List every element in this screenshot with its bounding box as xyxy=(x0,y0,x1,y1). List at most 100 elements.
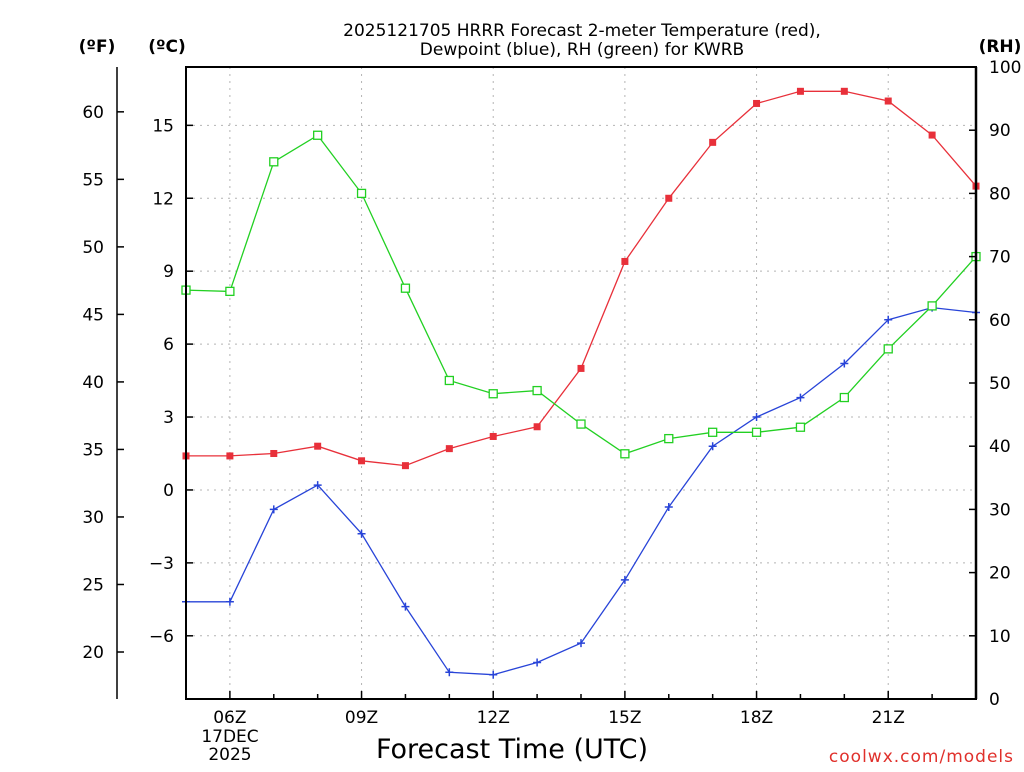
temperature-point-19 xyxy=(796,87,804,95)
rh-unit-label: (RH) xyxy=(979,37,1022,57)
dewpoint-point-17 xyxy=(708,442,717,451)
date-label-day: 17DEC xyxy=(201,727,258,747)
rh-point-10 xyxy=(400,283,411,293)
rh-tick-label: 10 xyxy=(989,627,1011,647)
rh-tick-label: 60 xyxy=(989,311,1011,331)
temperature-point-15 xyxy=(621,257,629,265)
celsius-tick-label: 0 xyxy=(163,481,174,501)
temperature-point-18 xyxy=(753,99,761,107)
rh-tick-label: 80 xyxy=(989,184,1011,204)
dewpoint-point-18 xyxy=(752,413,761,422)
rh-point-21 xyxy=(883,344,893,354)
celsius-tick-label: 6 xyxy=(163,335,174,355)
rh-point-9 xyxy=(356,188,367,199)
grid-lines xyxy=(186,67,976,699)
temperature-point-10 xyxy=(401,462,409,470)
temperature-point-11 xyxy=(445,445,453,453)
rh-tick-label: 100 xyxy=(989,58,1021,78)
dewpoint-point-6 xyxy=(225,597,234,606)
rh-tick-label: 30 xyxy=(989,500,1011,520)
time-tick-label-06Z: 06Z xyxy=(213,708,246,728)
celsius-tick-label: −6 xyxy=(149,627,174,647)
fahrenheit-tick-label: 55 xyxy=(82,170,104,190)
celsius-tick-label: 12 xyxy=(152,189,174,209)
dewpoint-point-15 xyxy=(620,575,629,584)
time-tick-label-21Z: 21Z xyxy=(872,708,905,728)
dewpoint-point-13 xyxy=(533,658,542,667)
series-dewpoint xyxy=(182,303,980,679)
dewpoint-point-11 xyxy=(445,668,454,677)
rh-point-11 xyxy=(444,375,454,386)
celsius-unit-label: (ºC) xyxy=(148,37,186,57)
dewpoint-point-14 xyxy=(577,639,585,648)
rh-point-7 xyxy=(269,157,279,167)
rh-point-19 xyxy=(795,422,806,432)
fahrenheit-tick-label: 40 xyxy=(82,373,104,393)
celsius-tick-label: −3 xyxy=(149,554,174,574)
time-axis: 06Z 09Z 12Z 15Z 18Z 21Z xyxy=(213,691,933,728)
fahrenheit-unit-label: (ºF) xyxy=(79,37,116,57)
dewpoint-point-12 xyxy=(489,670,498,679)
temperature-point-20 xyxy=(840,87,848,95)
time-tick-label-12Z: 12Z xyxy=(477,708,510,728)
rh-point-18 xyxy=(751,427,762,437)
dewpoint-point-16 xyxy=(664,502,673,511)
dewpoint-point-20 xyxy=(840,359,849,368)
rh-point-22 xyxy=(927,301,937,311)
celsius-axis: −6 −3 0 3 6 9 12 15 xyxy=(149,116,193,647)
date-label-year: 2025 xyxy=(208,745,251,765)
celsius-tick-label: 15 xyxy=(152,116,174,136)
x-axis-title: Forecast Time (UTC) xyxy=(376,734,648,765)
time-tick-label-18Z: 18Z xyxy=(740,708,773,728)
dewpoint-point-10 xyxy=(401,602,410,611)
chart-title-line2: Dewpoint (blue), RH (green) for KWRB xyxy=(420,40,744,60)
rh-axis: 0 10 20 30 40 50 60 70 80 90 100 xyxy=(969,58,1021,710)
rh-point-12 xyxy=(488,389,498,399)
rh-point-6 xyxy=(225,286,235,297)
rh-tick-label: 70 xyxy=(989,248,1011,268)
celsius-tick-label: 9 xyxy=(163,262,174,282)
chart-title-line1: 2025121705 HRRR Forecast 2-meter Tempera… xyxy=(343,21,821,41)
temperature-point-9 xyxy=(358,457,366,465)
temperature-point-17 xyxy=(709,138,717,146)
fahrenheit-axis: 20 25 30 35 40 45 50 55 60 xyxy=(82,103,124,663)
rh-point-16 xyxy=(664,433,674,444)
temperature-point-6 xyxy=(226,452,234,460)
temperature-point-22 xyxy=(928,131,936,139)
time-tick-label-15Z: 15Z xyxy=(608,708,641,728)
time-tick-label-09Z: 09Z xyxy=(345,708,378,728)
fahrenheit-tick-label: 60 xyxy=(82,103,104,123)
temperature-point-14 xyxy=(577,364,585,372)
dewpoint-point-9 xyxy=(357,529,366,538)
credit-link[interactable]: coolwx.com/models xyxy=(829,747,1014,767)
rh-tick-label: 40 xyxy=(989,437,1011,457)
temperature-point-7 xyxy=(270,449,278,457)
rh-point-17 xyxy=(708,427,718,437)
rh-point-13 xyxy=(532,385,542,396)
dewpoint-point-8 xyxy=(313,481,322,490)
temperature-point-8 xyxy=(314,442,322,450)
fahrenheit-tick-label: 50 xyxy=(82,238,104,258)
rh-tick-label: 20 xyxy=(989,564,1011,584)
rh-tick-label: 90 xyxy=(989,121,1011,141)
rh-point-14 xyxy=(576,419,586,429)
temperature-point-13 xyxy=(533,423,541,431)
dewpoint-point-19 xyxy=(796,393,805,402)
series-layer xyxy=(181,87,981,679)
dewpoint-point-7 xyxy=(269,505,278,514)
temperature-point-21 xyxy=(884,97,892,105)
fahrenheit-tick-label: 25 xyxy=(82,575,104,595)
rh-point-15 xyxy=(620,449,630,459)
series-temperature xyxy=(182,87,980,470)
temperature-point-16 xyxy=(665,194,673,202)
fahrenheit-tick-label: 20 xyxy=(82,643,104,663)
fahrenheit-tick-label: 45 xyxy=(82,305,104,325)
rh-tick-label: 0 xyxy=(989,690,1000,710)
dewpoint-point-21 xyxy=(884,315,893,324)
celsius-tick-label: 3 xyxy=(163,408,174,428)
rh-tick-label: 50 xyxy=(989,374,1011,394)
fahrenheit-tick-label: 35 xyxy=(82,440,104,460)
